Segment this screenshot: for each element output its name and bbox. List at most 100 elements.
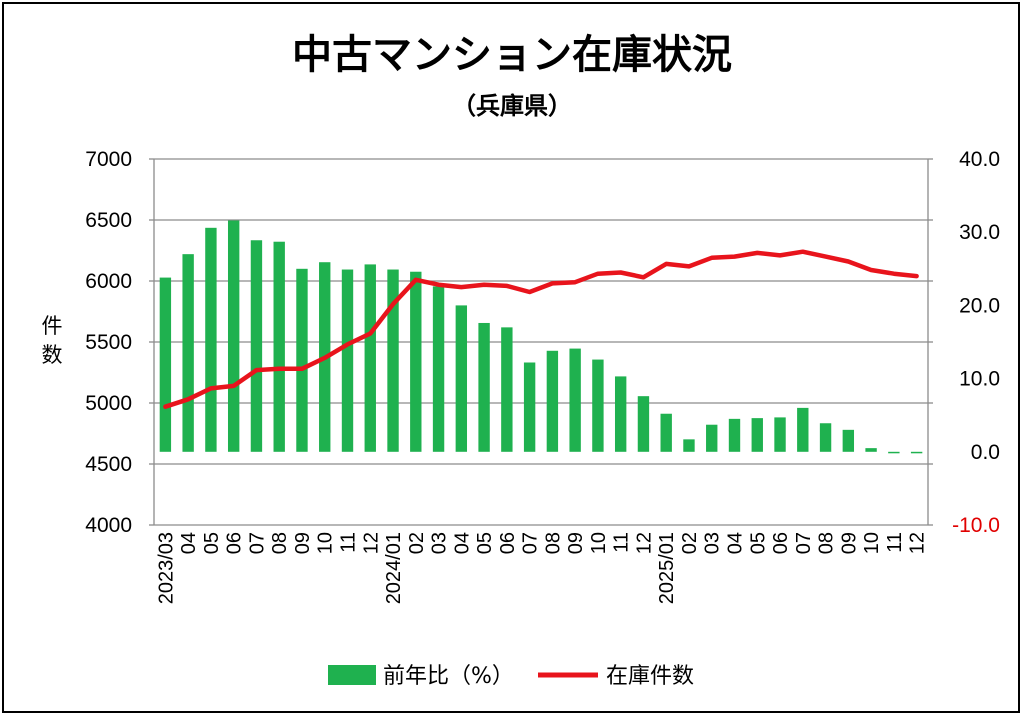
x-tick-label: 02: [406, 532, 428, 554]
inventory-line: [163, 249, 919, 409]
left-axis-ticks: 7000 6500 6000 5500 5000 4500 4000: [85, 148, 132, 537]
left-tick-label: 5500: [85, 331, 132, 354]
x-tick-label: 09: [565, 532, 587, 554]
line-point: [301, 368, 303, 370]
line-point: [574, 281, 576, 283]
x-tick-label: 04: [725, 532, 747, 554]
bar: [364, 264, 376, 452]
line-point: [551, 282, 553, 284]
right-tick-label: -10.0: [952, 514, 1000, 537]
x-tick-label: 06: [224, 532, 246, 554]
right-tick-label: 30.0: [959, 221, 1000, 244]
chart-title: 中古マンション在庫状況: [292, 32, 732, 78]
line-point: [779, 254, 781, 256]
bar: [478, 322, 490, 452]
line-point: [210, 387, 212, 389]
x-tick-label: 06: [497, 532, 519, 554]
bar: [910, 451, 923, 454]
bar: [819, 423, 832, 452]
left-tick-label: 6000: [85, 270, 132, 293]
line-point: [415, 279, 417, 281]
left-tick-label: 7000: [85, 148, 132, 171]
bar-series: [159, 220, 923, 454]
bar: [501, 327, 513, 452]
bar: [592, 359, 604, 452]
bar: [387, 269, 399, 452]
x-tick-label: 2025/01: [656, 532, 678, 604]
line-point: [825, 256, 827, 258]
line-point: [233, 385, 235, 387]
bar: [660, 413, 672, 452]
axes: [149, 158, 933, 526]
legend-label-bar: 前年比（%）: [383, 664, 514, 689]
x-axis-ticks: 2023/03 04 05 06 07 08 09 10 11 12 2024/01 02 03 04 05…: [155, 532, 928, 604]
x-tick-label: 12: [360, 532, 382, 554]
left-tick-label: 6500: [85, 209, 132, 232]
x-tick-label: 04: [451, 532, 473, 554]
x-tick-label: 08: [816, 532, 838, 554]
bar: [842, 429, 855, 452]
bar: [273, 241, 285, 452]
right-axis-ticks: 40.0 30.0 20.0 10.0 0.0 -10.0: [952, 148, 1000, 537]
bar: [182, 254, 194, 452]
line-point: [665, 263, 667, 265]
line-series: [163, 249, 919, 409]
bar: [227, 220, 240, 452]
bar: [637, 396, 650, 452]
x-tick-label: 07: [520, 532, 542, 554]
x-tick-label: 10: [315, 532, 337, 554]
line-point: [460, 286, 462, 288]
right-tick-label: 20.0: [959, 294, 1000, 317]
bar: [205, 227, 217, 452]
line-point: [688, 265, 690, 267]
bar: [614, 376, 627, 452]
line-point: [164, 406, 166, 408]
x-tick-label: 12: [907, 532, 929, 554]
line-point: [870, 269, 872, 271]
x-tick-label: 2024/01: [383, 532, 405, 604]
bar: [774, 417, 786, 452]
line-point: [483, 284, 485, 286]
bar: [296, 268, 308, 452]
x-tick-label: 07: [246, 532, 268, 554]
bar: [728, 418, 741, 452]
legend-label-line: 在庫件数: [606, 664, 694, 689]
x-tick-label: 06: [770, 532, 792, 554]
line-point: [278, 368, 280, 370]
line-point: [369, 332, 371, 334]
line-point: [529, 291, 531, 293]
right-tick-label: 10.0: [959, 368, 1000, 391]
x-tick-label: 09: [838, 532, 860, 554]
line-point: [711, 257, 713, 259]
bar: [455, 305, 468, 452]
x-tick-label: 02: [679, 532, 701, 554]
line-point: [916, 275, 918, 277]
x-tick-label: 2023/03: [155, 532, 177, 604]
x-tick-label: 11: [338, 532, 360, 553]
x-tick-label: 08: [269, 532, 291, 554]
line-point: [734, 256, 735, 258]
bar: [751, 418, 763, 452]
bar: [432, 286, 445, 452]
x-tick-label: 07: [793, 532, 815, 554]
legend: 前年比（%） 在庫件数: [328, 664, 694, 689]
x-tick-label: 03: [702, 532, 724, 554]
bar: [546, 350, 559, 452]
line-point: [255, 369, 257, 371]
line-point: [324, 357, 326, 359]
bar: [569, 348, 581, 452]
x-tick-label: 08: [542, 532, 564, 554]
x-tick-label: 09: [292, 532, 314, 554]
x-tick-label: 11: [884, 532, 906, 553]
line-point: [893, 273, 895, 275]
bar: [683, 439, 695, 452]
line-point: [847, 260, 849, 262]
left-axis-label-char: 件: [42, 314, 63, 338]
x-tick-label: 04: [178, 532, 200, 554]
line-point: [597, 273, 599, 275]
x-tick-label: 05: [201, 532, 223, 554]
x-tick-label: 05: [474, 532, 496, 554]
left-tick-label: 5000: [85, 392, 132, 415]
legend-swatch-bar: [328, 665, 376, 685]
line-point: [506, 285, 508, 287]
